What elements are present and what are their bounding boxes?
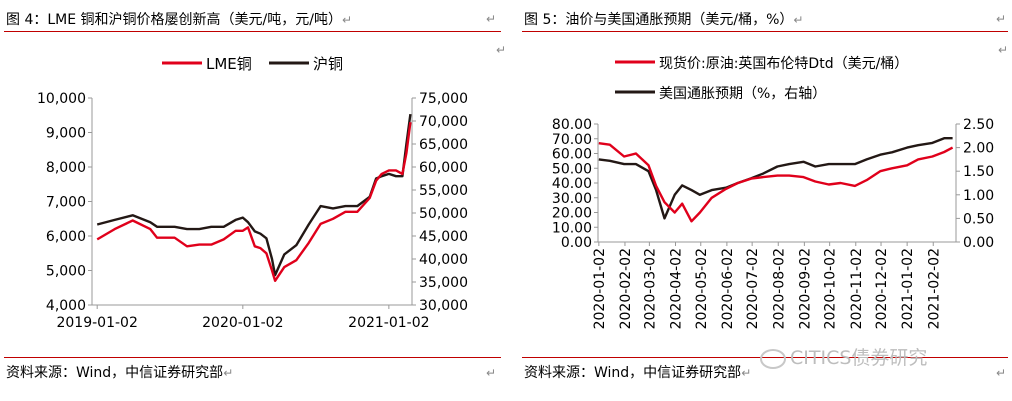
- paragraph-mark-icon: ↵: [998, 43, 1009, 57]
- copper-price-chart: LME铜 沪铜 10,000 9,000 8,000 7,000 6,000 5,000 4,0…: [37, 55, 468, 331]
- oil-inflation-chart: 现货价:原油:英国布伦特Dtd（美元/桶） 美国通胀预期（%，右轴） 80.0070…: [552, 55, 994, 329]
- paragraph-mark-icon: ↵: [486, 12, 497, 26]
- paragraph-mark-icon: ↵: [496, 43, 507, 57]
- y-right-tick-label: 70,000: [419, 114, 468, 130]
- y-left-tick-label: 6,000: [46, 229, 86, 245]
- y-left-tick-label: 9,000: [46, 126, 86, 142]
- y-right-tick-label: 1.00: [963, 188, 994, 204]
- right-figure-panel: 图 5：油价与美国通胀预期（美元/桶，%）↵ ↵ ↵ 现货价:原油:英国布伦特D…: [518, 0, 1012, 401]
- y-left-tick-label: 80.00: [552, 117, 592, 133]
- title-divider: [522, 31, 1008, 32]
- x-tick-label: 2019-01-02: [56, 315, 137, 331]
- x-tick-label: 2020-04-02: [668, 248, 684, 329]
- x-tick-label: 2020-12-02: [874, 248, 890, 329]
- y-right-tick-label: 55,000: [419, 183, 468, 199]
- right-figure-title: 图 5：油价与美国通胀预期（美元/桶，%）↵: [524, 12, 804, 28]
- y-left-tick-label: 50.00: [552, 161, 592, 177]
- y-left-tick-label: 4,000: [46, 298, 86, 314]
- watermark: CITICS债券研究: [760, 343, 927, 370]
- series-line-black: [598, 136, 953, 220]
- x-tick-label: 2021-01-02: [900, 248, 916, 329]
- y-right-tick-label: 40,000: [419, 252, 468, 268]
- x-tick-label: 2020-09-02: [797, 248, 813, 329]
- y-right-tick-label: 50,000: [419, 206, 468, 222]
- x-tick-label: 2021-02-02: [926, 248, 942, 329]
- paragraph-mark-icon: ↵: [486, 366, 497, 380]
- right-source-note: 资料来源：Wind，中信证券研究部↵: [524, 365, 752, 381]
- x-tick-label: 2020-08-02: [771, 248, 787, 329]
- legend-label: 现货价:原油:英国布伦特Dtd（美元/桶）: [659, 55, 908, 72]
- legend-label: 美国通胀预期（%，右轴）: [659, 86, 826, 102]
- left-figure-panel: 图 4：LME 铜和沪铜价格屡创新高（美元/吨，元/吨）↵ ↵ ↵ LME铜 沪铜…: [4, 12, 507, 381]
- paragraph-mark-icon: ↵: [793, 13, 804, 27]
- y-right-tick-label: 1.50: [963, 164, 994, 180]
- x-tick-label: 2020-02-02: [618, 248, 634, 329]
- y-left-tick-label: 5,000: [46, 264, 86, 280]
- paragraph-mark-icon: ↵: [341, 13, 353, 27]
- paragraph-mark-icon: ↵: [996, 366, 1007, 380]
- x-tick-label: 2020-11-02: [849, 248, 865, 329]
- x-tick-label: 2020-01-02: [592, 248, 608, 329]
- x-tick-label: 2021-01-02: [348, 315, 429, 331]
- y-left-tick-label: 7,000: [46, 195, 86, 211]
- source-divider: [4, 357, 501, 358]
- y-left-tick-label: 30.00: [552, 191, 592, 207]
- y-left-tick-label: 20.00: [552, 206, 592, 222]
- y-right-tick-label: 0.00: [963, 235, 994, 251]
- y-right-tick-label: 30,000: [419, 298, 468, 314]
- y-right-tick-label: 2.50: [963, 117, 994, 133]
- y-left-tick-label: 10,000: [37, 91, 86, 107]
- series-line-red: [598, 142, 954, 223]
- y-right-tick-label: 45,000: [419, 229, 468, 245]
- x-tick-label: 2020-05-02: [694, 248, 710, 329]
- title-divider: [4, 31, 501, 32]
- y-right-tick-label: 75,000: [419, 91, 468, 107]
- legend-label: 沪铜: [313, 55, 343, 73]
- x-tick-label: 2020-03-02: [642, 248, 658, 329]
- y-right-tick-label: 2.00: [963, 141, 994, 157]
- paragraph-mark-icon: ↵: [996, 12, 1007, 26]
- paragraph-mark-icon: ↵: [223, 366, 234, 380]
- y-left-tick-label: 10.00: [552, 220, 592, 236]
- y-left-tick-label: 70.00: [552, 132, 592, 148]
- y-left-tick-label: 40.00: [552, 176, 592, 192]
- y-right-tick-label: 60,000: [419, 160, 468, 176]
- left-figure-title: 图 4：LME 铜和沪铜价格屡创新高（美元/吨，元/吨）↵: [6, 12, 353, 28]
- wechat-icon: [760, 348, 786, 369]
- left-source-note: 资料来源：Wind，中信证券研究部↵: [6, 365, 234, 381]
- y-right-tick-label: 35,000: [419, 275, 468, 291]
- y-left-tick-label: 0.00: [561, 235, 592, 251]
- x-tick-label: 2020-07-02: [745, 248, 761, 329]
- y-right-tick-label: 0.50: [963, 211, 994, 227]
- x-tick-label: 2020-06-02: [720, 248, 736, 329]
- x-tick-label: 2020-10-02: [823, 248, 839, 329]
- y-right-tick-label: 65,000: [419, 137, 468, 153]
- y-left-tick-label: 60.00: [552, 147, 592, 163]
- legend-label: LME铜: [206, 55, 252, 73]
- series-line-red: [96, 122, 412, 283]
- paragraph-mark-icon: ↵: [741, 366, 752, 380]
- series-line-black: [96, 113, 412, 277]
- y-left-tick-label: 8,000: [46, 160, 86, 176]
- x-tick-label: 2020-01-02: [202, 315, 283, 331]
